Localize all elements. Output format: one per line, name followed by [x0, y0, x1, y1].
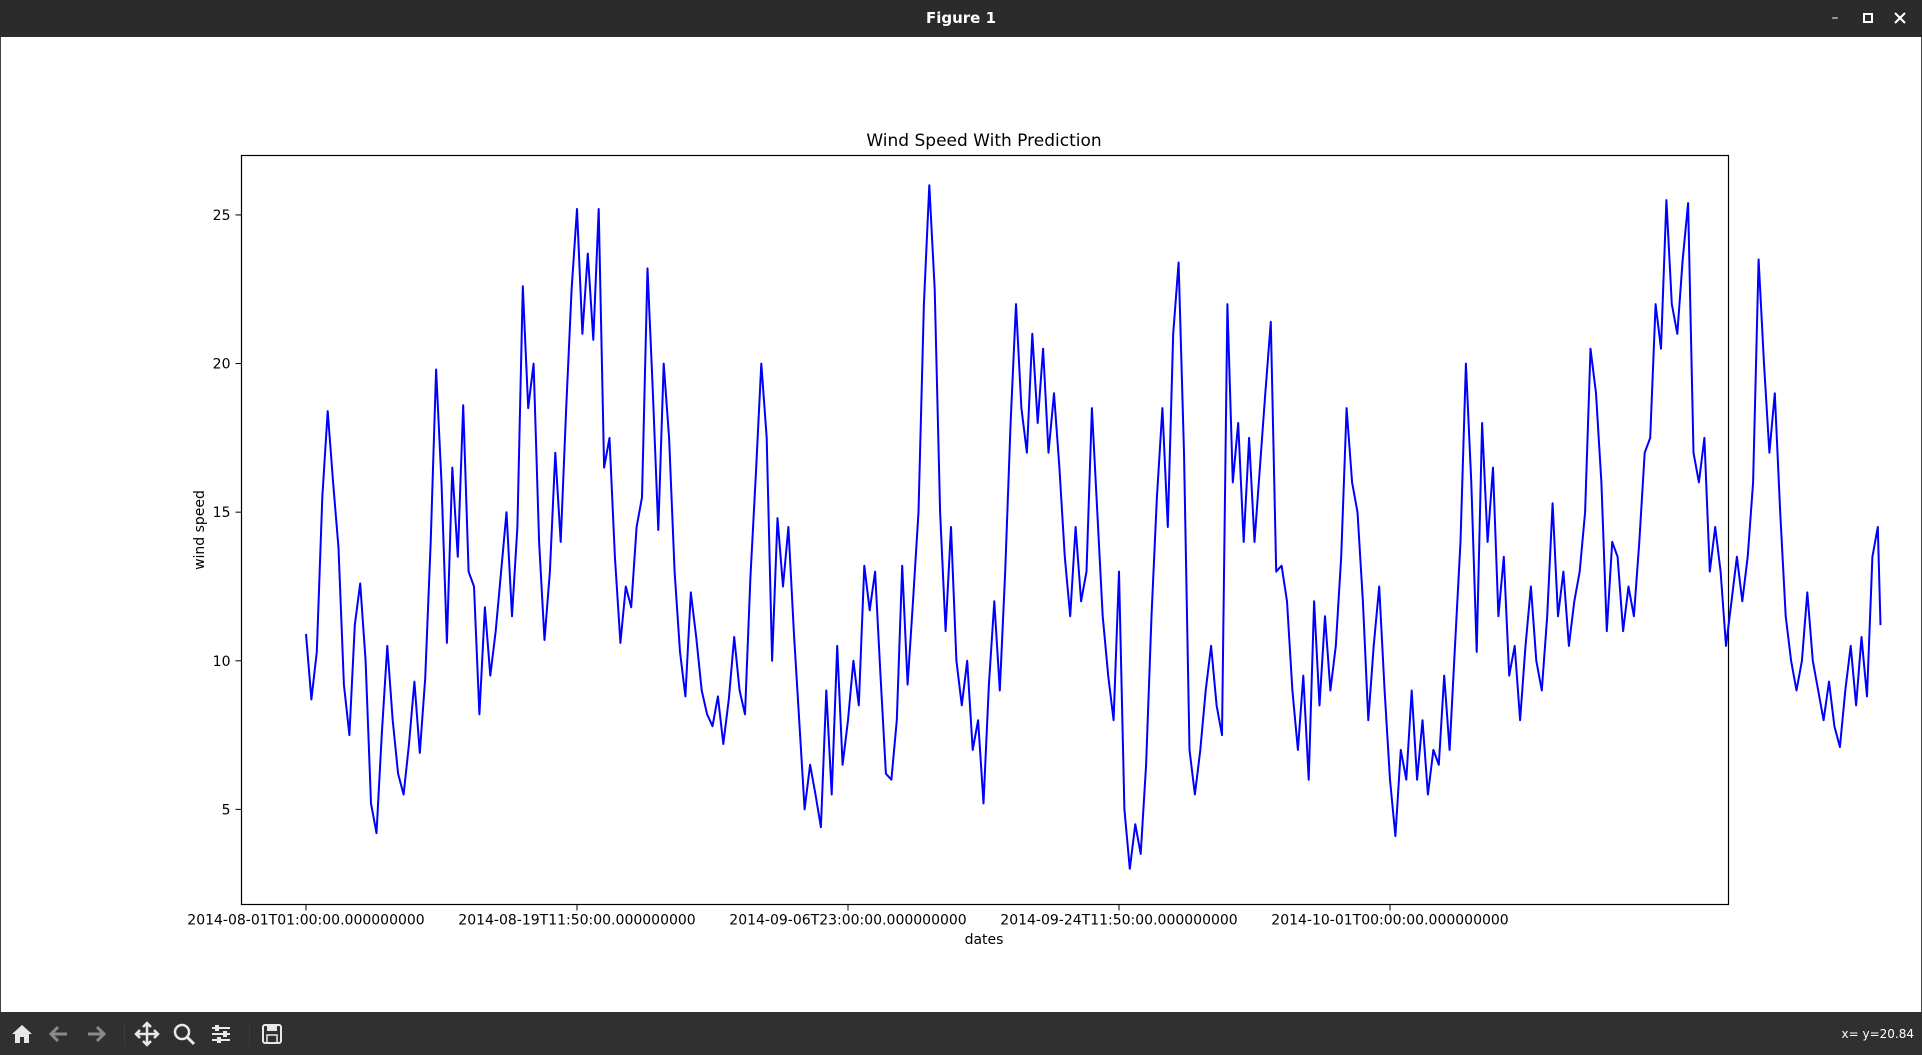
- save-figure-icon[interactable]: [258, 1020, 286, 1048]
- window-title: Figure 1: [925, 9, 997, 27]
- y-tick-label: 5: [222, 802, 231, 818]
- x-tick-label: 2014-09-24T11:50:00.000000000: [1000, 913, 1237, 929]
- chart-title: Wind Speed With Prediction: [866, 131, 1101, 151]
- y-tick-label: 25: [213, 208, 231, 224]
- x-tick-label: 2014-08-19T11:50:00.000000000: [458, 913, 695, 929]
- y-tick-label: 15: [213, 505, 231, 521]
- home-icon[interactable]: [8, 1020, 36, 1048]
- close-icon[interactable]: [1890, 8, 1910, 28]
- toolbar-separator: [249, 1022, 250, 1046]
- zoom-magnifier-icon[interactable]: [170, 1020, 198, 1048]
- x-tick-label: 2014-09-06T23:00:00.000000000: [729, 913, 966, 929]
- back-arrow-icon[interactable]: [45, 1020, 73, 1048]
- line-chart: Wind Speed With Prediction dates wind sp…: [187, 131, 1882, 948]
- y-axis-label: wind speed: [192, 490, 208, 570]
- wind-speed-series-line: [305, 184, 1882, 870]
- minimize-icon[interactable]: –: [1831, 10, 1839, 26]
- configure-subplots-icon[interactable]: [207, 1020, 235, 1048]
- window-border-left: [0, 37, 1, 1012]
- window-titlebar: Figure 1 –: [0, 0, 1922, 37]
- navigation-toolbar: x= y=20.84: [0, 1012, 1922, 1055]
- cursor-coordinates: x= y=20.84: [1841, 1027, 1914, 1041]
- toolbar-separator: [124, 1022, 125, 1046]
- forward-arrow-icon[interactable]: [82, 1020, 110, 1048]
- pan-move-icon[interactable]: [133, 1020, 161, 1048]
- x-axis-label: dates: [965, 932, 1004, 948]
- figure-canvas[interactable]: Wind Speed With Prediction dates wind sp…: [1, 37, 1921, 1012]
- y-tick-label: 20: [213, 357, 231, 373]
- maximize-icon[interactable]: [1858, 8, 1878, 28]
- y-tick-label: 10: [213, 654, 231, 670]
- x-tick-label: 2014-10-01T00:00:00.000000000: [1271, 913, 1508, 929]
- x-tick-label: 2014-08-01T01:00:00.000000000: [187, 913, 424, 929]
